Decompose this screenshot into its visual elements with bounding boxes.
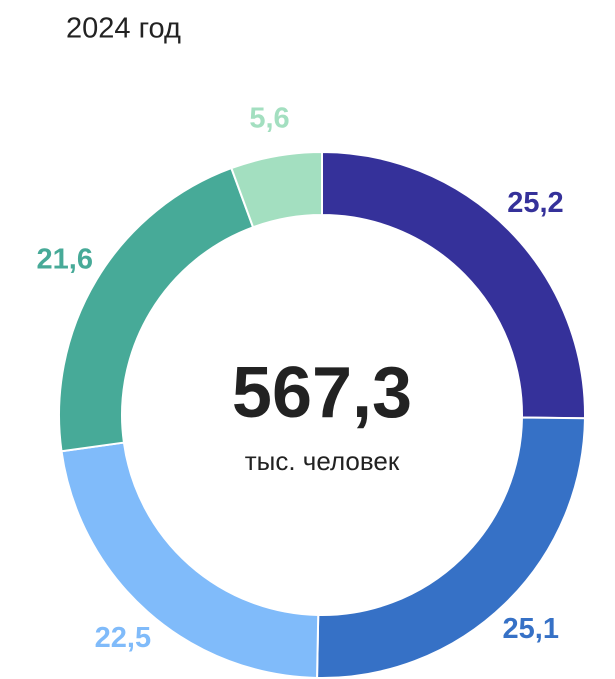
donut-slice <box>230 150 323 229</box>
center-total: 567,3 <box>232 353 412 433</box>
chart-title: 2024 год <box>66 13 181 45</box>
value-label: 21,6 <box>37 243 93 275</box>
value-label: 25,2 <box>507 187 563 219</box>
value-label: 25,1 <box>503 613 559 645</box>
value-label: 5,6 <box>249 102 289 134</box>
value-label: 22,5 <box>95 622 151 654</box>
center-subtitle: тыс. человек <box>245 446 400 476</box>
donut-slice <box>58 166 255 453</box>
